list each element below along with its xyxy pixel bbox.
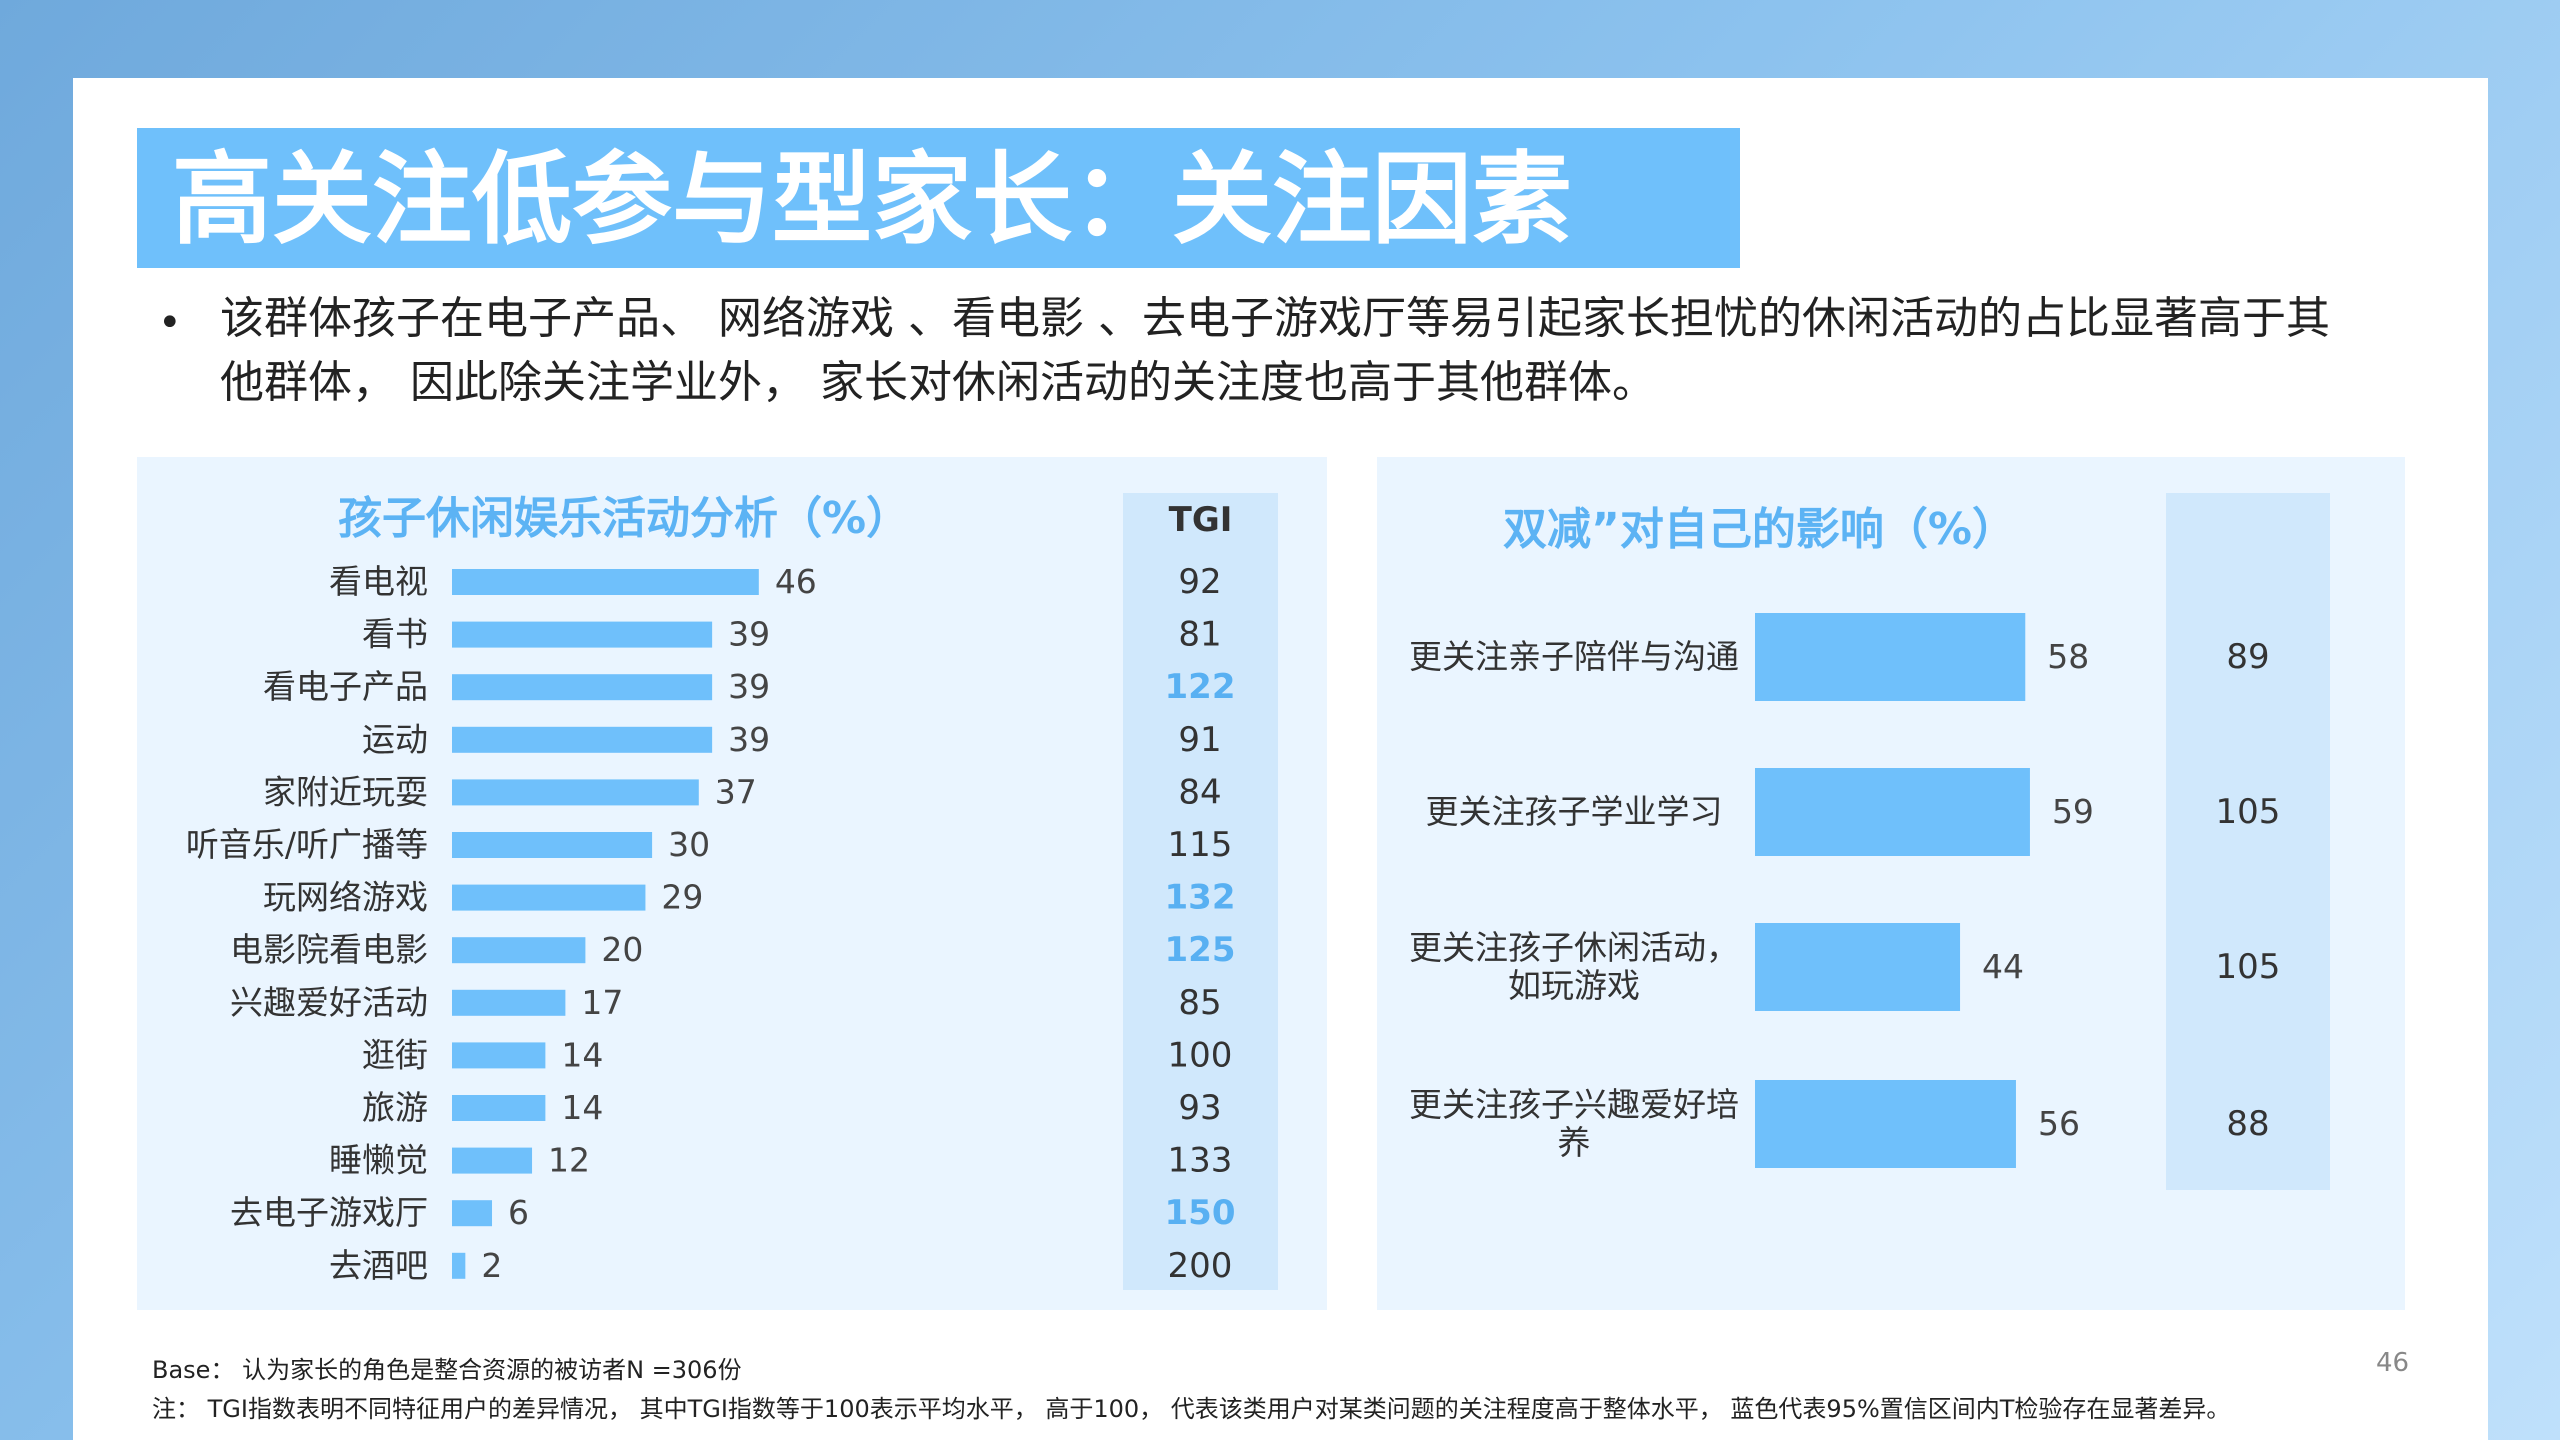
- category-label: 玩网络游戏: [263, 878, 428, 917]
- bar: [452, 726, 713, 753]
- data-label: 56: [2038, 1104, 2080, 1143]
- tgi-value: 93: [1178, 1088, 1221, 1128]
- category-label: 更关注孩子休闲活动，: [1409, 928, 1739, 967]
- footnote-note: 注： TGI指数表明不同特征用户的差异情况， 其中TGI指数等于100表示平均水…: [152, 1395, 2231, 1423]
- right-chart-title: 双减”对自己的影响（%）: [1503, 504, 2017, 555]
- tgi-value: 100: [1168, 1035, 1233, 1075]
- category-label: 看书: [362, 615, 428, 654]
- category-label: 看电子产品: [263, 667, 428, 706]
- tgi-value: 88: [2226, 1104, 2269, 1144]
- bar: [1755, 768, 2030, 856]
- page-title: 高关注低参与型家长：关注因素: [172, 141, 1572, 258]
- bar: [452, 674, 713, 701]
- data-label: 39: [728, 615, 770, 654]
- tgi-value: 133: [1168, 1141, 1233, 1181]
- bar: [452, 779, 699, 806]
- tgi-value: 92: [1178, 562, 1221, 602]
- bar: [452, 1147, 533, 1174]
- data-label: 44: [1982, 947, 2024, 986]
- data-label: 59: [2052, 792, 2094, 831]
- bar: [1755, 923, 1961, 1011]
- data-label: 29: [661, 878, 703, 917]
- tgi-header: TGI: [1168, 500, 1233, 540]
- tgi-value: 132: [1165, 878, 1236, 918]
- bar: [452, 989, 566, 1016]
- data-label: 17: [581, 983, 623, 1022]
- data-label: 39: [728, 667, 770, 706]
- footnote-base: Base： 认为家长的角色是整合资源的被访者N =306份: [152, 1356, 742, 1384]
- data-label: 39: [728, 720, 770, 759]
- category-label: 逛街: [362, 1035, 428, 1074]
- category-label: 睡懒觉: [329, 1141, 428, 1180]
- bar: [452, 884, 646, 911]
- category-label: 旅游: [362, 1088, 428, 1127]
- tgi-value: 105: [2216, 792, 2281, 832]
- title-banner: [137, 128, 1740, 268]
- category-label: 去酒吧: [329, 1246, 428, 1285]
- category-label: 家附近玩耍: [263, 772, 428, 811]
- category-label: 养: [1558, 1123, 1591, 1162]
- bar: [1755, 613, 2026, 701]
- summary-bullet: 该群体孩子在电子产品、 网络游戏 、看电影 、去电子游戏厅等易引起家长担忧的休闲…: [220, 293, 2330, 408]
- tgi-value: 85: [1178, 983, 1221, 1023]
- category-label: 更关注亲子陪伴与沟通: [1409, 637, 1739, 676]
- bar: [452, 621, 713, 648]
- data-label: 37: [715, 772, 757, 811]
- bar: [452, 569, 759, 595]
- bullet-marker: •: [158, 300, 182, 346]
- data-label: 6: [508, 1193, 529, 1232]
- data-label: 58: [2047, 637, 2089, 676]
- category-label: 兴趣爱好活动: [230, 983, 428, 1022]
- tgi-value: 122: [1165, 667, 1236, 707]
- left-chart-title: 孩子休闲娱乐活动分析（%）: [338, 493, 911, 544]
- category-label: 听音乐/听广播等: [186, 825, 428, 864]
- tgi-value: 84: [1178, 772, 1221, 812]
- right-tgi-column: [2166, 493, 2330, 1190]
- category-label: 运动: [362, 720, 428, 759]
- category-label: 电影院看电影: [230, 930, 428, 969]
- bar: [1755, 1080, 2016, 1168]
- category-label: 更关注孩子兴趣爱好培: [1409, 1085, 1739, 1124]
- tgi-value: 115: [1168, 825, 1233, 865]
- bar: [452, 937, 586, 964]
- tgi-value: 89: [2226, 637, 2269, 677]
- data-label: 30: [668, 825, 710, 864]
- bar: [452, 1042, 546, 1069]
- data-label: 12: [548, 1141, 590, 1180]
- bar: [452, 832, 653, 858]
- tgi-value: 91: [1178, 720, 1221, 760]
- page-number: 46: [2376, 1348, 2410, 1378]
- tgi-value: 105: [2216, 947, 2281, 987]
- data-label: 2: [481, 1246, 502, 1285]
- tgi-value: 200: [1168, 1246, 1233, 1286]
- bar: [452, 1095, 546, 1121]
- tgi-value: 125: [1165, 930, 1236, 970]
- data-label: 20: [601, 930, 643, 969]
- bar: [452, 1252, 466, 1279]
- data-label: 14: [561, 1088, 603, 1127]
- tgi-value: 81: [1178, 615, 1221, 655]
- category-label: 去电子游戏厅: [230, 1193, 428, 1232]
- left-tgi-column: [1123, 493, 1278, 1290]
- data-label: 14: [561, 1035, 603, 1074]
- bar: [452, 1200, 493, 1227]
- category-label: 更关注孩子学业学习: [1426, 792, 1723, 831]
- category-label: 如玩游戏: [1508, 966, 1640, 1005]
- data-label: 46: [775, 562, 817, 601]
- category-label: 看电视: [329, 562, 428, 601]
- tgi-value: 150: [1165, 1193, 1236, 1233]
